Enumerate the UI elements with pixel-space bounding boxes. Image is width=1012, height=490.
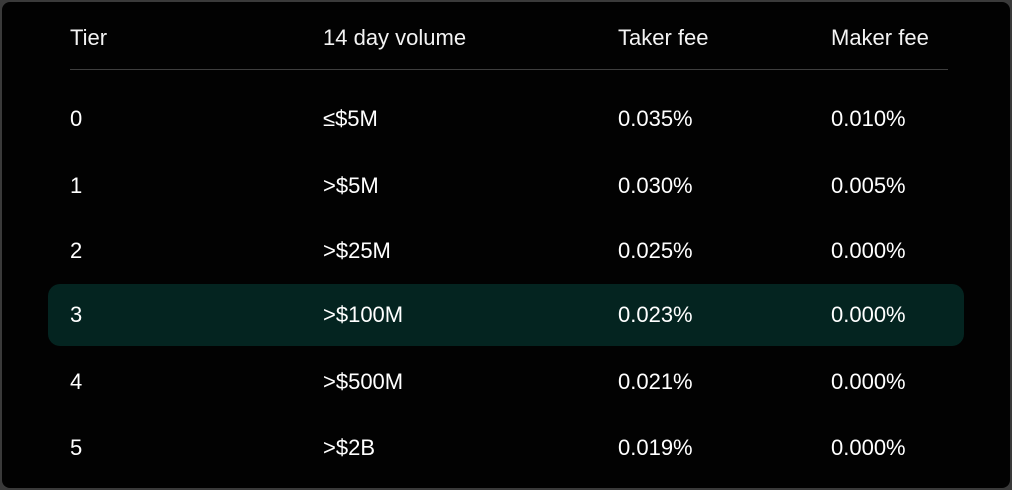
header-tier: Tier: [70, 25, 108, 50]
table-header: Tier 14 day volume Taker fee Maker fee: [2, 16, 1010, 60]
taker-fee-cell: 0.025%: [618, 238, 693, 263]
table-row: 0 ≤$5M 0.035% 0.010%: [2, 90, 1010, 148]
tier-cell: 4: [70, 369, 83, 394]
volume-cell: >$2B: [323, 435, 375, 460]
maker-fee-cell: 0.000%: [831, 302, 906, 327]
maker-fee-cell: 0.005%: [831, 173, 906, 198]
table-row: 2 >$25M 0.025% 0.000%: [2, 222, 1010, 280]
header-maker-fee: Maker fee: [831, 25, 929, 50]
tier-cell: 5: [70, 435, 83, 460]
tier-cell: 1: [70, 173, 83, 198]
table-row: 5 >$2B 0.019% 0.000%: [2, 419, 1010, 477]
taker-fee-cell: 0.021%: [618, 369, 693, 394]
volume-cell: >$25M: [323, 238, 391, 263]
maker-fee-cell: 0.000%: [831, 435, 906, 460]
volume-cell: >$500M: [323, 369, 404, 394]
table-row: 4 >$500M 0.021% 0.000%: [2, 353, 1010, 411]
maker-fee-cell: 0.000%: [831, 238, 906, 263]
taker-fee-cell: 0.023%: [618, 302, 693, 327]
table-row-current-tier: 3 >$100M 0.023% 0.000%: [2, 284, 1010, 346]
header-14-day-volume: 14 day volume: [323, 25, 467, 50]
header-divider: [70, 69, 948, 70]
taker-fee-cell: 0.030%: [618, 173, 693, 198]
tier-cell: 3: [70, 302, 83, 327]
taker-fee-cell: 0.035%: [618, 106, 693, 131]
taker-fee-cell: 0.019%: [618, 435, 693, 460]
tier-cell: 2: [70, 238, 83, 263]
maker-fee-cell: 0.000%: [831, 369, 906, 394]
table-row: 1 >$5M 0.030% 0.005%: [2, 157, 1010, 215]
tier-cell: 0: [70, 106, 83, 131]
volume-cell: >$5M: [323, 173, 379, 198]
volume-cell: ≤$5M: [323, 106, 378, 131]
header-taker-fee: Taker fee: [618, 25, 709, 50]
volume-cell: >$100M: [323, 302, 404, 327]
maker-fee-cell: 0.010%: [831, 106, 906, 131]
